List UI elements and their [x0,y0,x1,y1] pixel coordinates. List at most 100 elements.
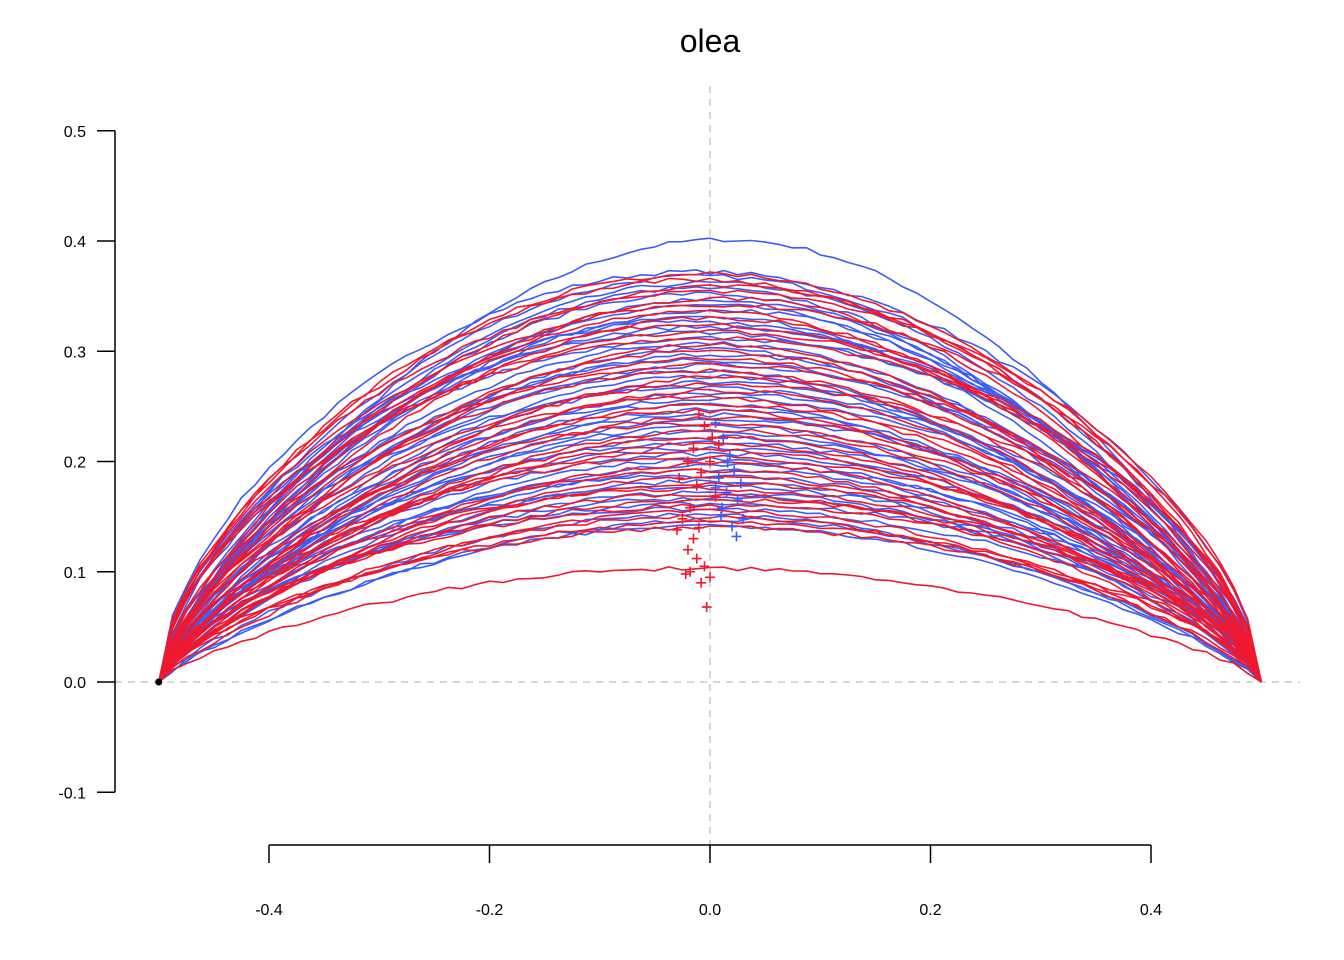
series-2-centroid-19 [701,602,712,613]
series-1-curve-31 [158,430,1262,683]
series-2-centroid-20 [713,439,724,450]
y-tick-label-4: 0.3 [64,344,86,361]
series-1-centroid-4 [729,465,740,476]
series-2-curve-41 [158,525,1262,683]
series-2-centroid-17 [705,572,715,583]
y-tick-label-2: 0.1 [64,565,86,582]
series-2-centroid-8 [710,491,721,502]
series-2-centroid-13 [682,544,693,555]
series-2-centroid-11 [693,522,704,533]
series-2-curve-2 [158,277,1263,683]
series-1-curve-42 [158,490,1262,683]
chart-title: olea [680,23,741,59]
series-2-curve-18 [158,382,1263,683]
series-2-curve-22 [158,408,1263,683]
series-2-centroid-18 [696,577,707,588]
series-2-centroid-4 [688,443,699,454]
series-2-curve-26 [158,435,1262,683]
series-1-centroid-12 [731,531,742,542]
series-2-centroid-23 [671,524,682,535]
series-2-centroid-12 [688,533,699,544]
series-1-curve-17 [158,352,1263,683]
x-tick-label-1: -0.2 [476,902,504,919]
series-2-centroid-6 [696,467,707,478]
series-1-centroid-15 [735,478,746,489]
series-2-centroid-9 [685,502,696,513]
series-2-curve-21 [158,402,1263,683]
series-2-curve-5 [158,296,1263,683]
series-2-curve-11 [158,336,1263,683]
series-2-curve-4 [158,289,1263,683]
series-2-curve-32 [158,475,1262,683]
series-1-centroid-1 [710,417,721,428]
series-1-centroid-6 [721,487,732,498]
series-2-curve-40 [158,520,1262,683]
series-1-centroid-2 [718,433,729,444]
series-2-curve-42 [158,565,1262,683]
x-tick-label-3: 0.2 [919,902,941,919]
series-2-curve-15 [158,361,1263,683]
series-2-curve-8 [158,316,1263,683]
series-1-centroid-7 [732,495,743,506]
series-1-curve-8 [158,303,1263,683]
series-2-curve-27 [158,441,1262,683]
series-2-centroid-10 [677,513,688,524]
y-tick-label-3: 0.2 [64,455,86,472]
y-tick-label-6: 0.5 [64,124,86,141]
x-tick-label-4: 0.4 [1140,902,1162,919]
start-point [155,678,163,686]
series-1-curve-3 [158,273,1263,683]
series-2-curve-3 [158,284,1263,683]
y-axis: -0.1 0.0 0.1 0.2 0.3 0.4 0.5 [58,124,116,802]
series-2-centroid-7 [691,480,702,491]
series-1-centroid-8 [717,502,728,513]
series-2-curve-24 [158,422,1263,683]
series-1-centroid-9 [738,513,749,524]
series-1-curve-26 [158,402,1262,683]
series-2-curve-31 [158,468,1262,683]
series-1-centroid-3 [724,450,735,461]
series-1-curve-25 [158,396,1263,683]
series-2-curve-6 [158,303,1263,683]
series-2-curve-33 [158,481,1262,683]
series-1-centroid-14 [722,457,733,468]
series-2-centroid-16 [680,568,691,579]
series-2-curve-1 [158,271,1263,683]
series-2-centroid-2 [699,421,710,432]
y-tick-label-1: 0.0 [64,675,86,692]
series-2-curve-9 [158,322,1263,683]
series-2-centroid-14 [691,553,702,564]
series-2-centroid-22 [705,456,715,467]
series-1-curve-48 [158,523,1262,683]
reference-lines [115,86,1300,852]
series-2-curve-13 [158,349,1263,683]
series-1-centroid-10 [727,521,738,532]
y-tick-label-5: 0.4 [64,234,86,251]
series-2-centroid-5 [682,456,693,467]
series-1-centroid-11 [716,511,727,522]
series-2-curve-34 [158,486,1263,683]
y-tick-label-0: -0.1 [58,785,86,802]
series-2-curve-20 [158,395,1263,683]
series-2-centroid-21 [674,473,685,484]
series-1-curve-33 [158,440,1263,683]
x-axis: -0.4 -0.2 0.0 0.2 0.4 [255,844,1162,919]
series-2-centroid-1 [693,409,704,420]
series-2-curve-28 [158,448,1263,683]
series-2-curve-10 [158,328,1263,683]
x-tick-label-0: -0.4 [255,902,283,919]
series-2-centroid-3 [707,432,718,443]
series-2-curve-14 [158,356,1263,683]
series-2-centroid-24 [685,566,696,577]
series-1-centroid-13 [710,482,721,493]
series-2-curve-19 [158,388,1263,683]
series-2-curve-16 [158,368,1263,683]
series-2-curve-37 [158,503,1263,683]
plot-curves [158,237,1263,683]
series-2-curve-23 [158,415,1262,683]
series-2-curve-25 [158,428,1262,683]
centroid-markers [155,409,749,686]
x-tick-label-2: 0.0 [699,902,721,919]
series-2-centroid-15 [699,561,710,572]
